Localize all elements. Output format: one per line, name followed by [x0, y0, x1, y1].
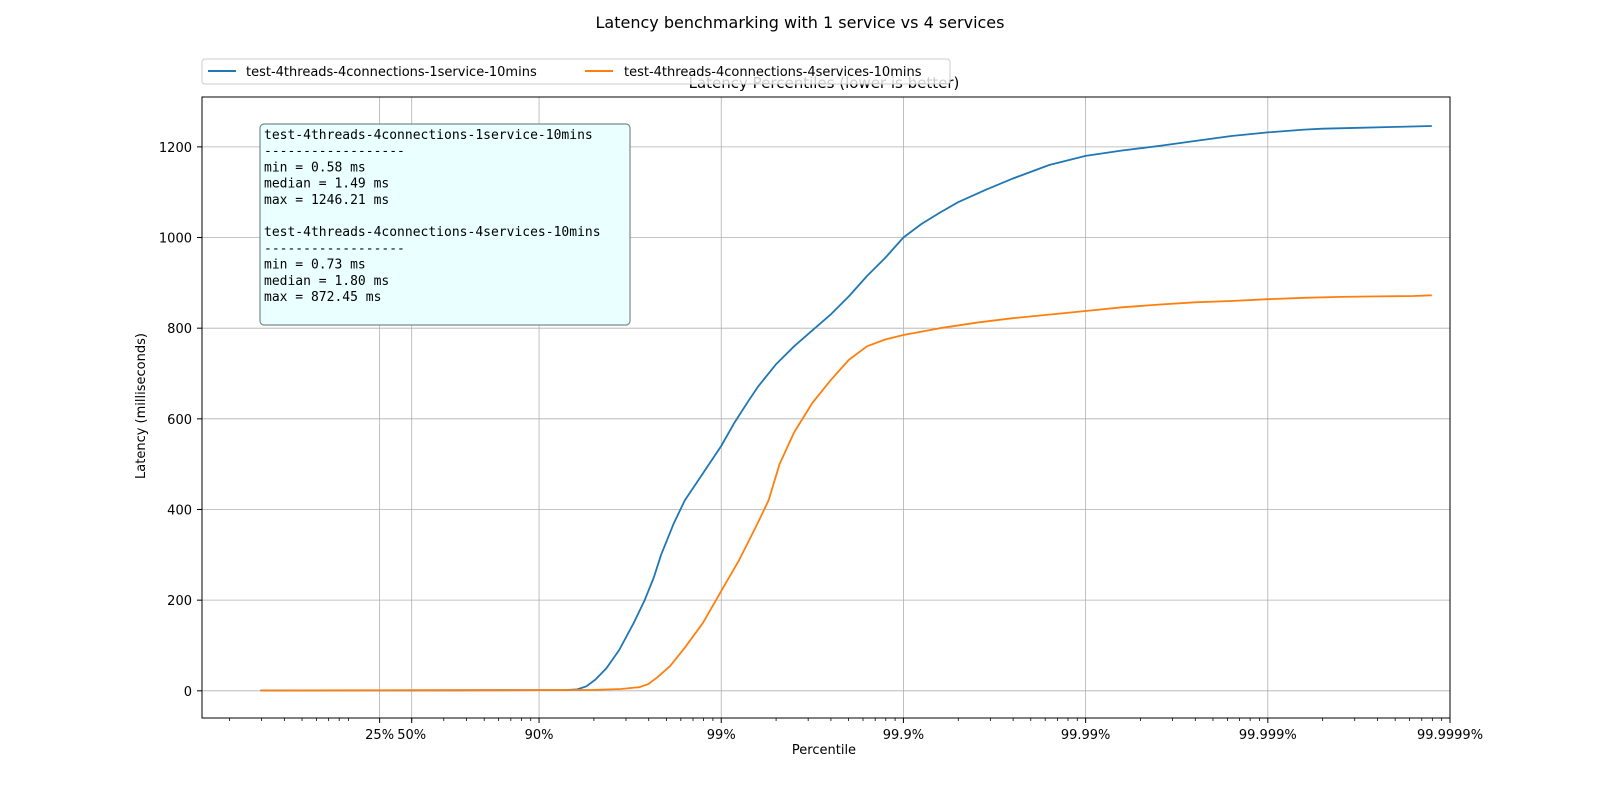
- y-tick-label: 400: [167, 503, 192, 518]
- y-tick-label: 0: [184, 685, 192, 700]
- y-axis-ticks: 0 200 400 600 800 1000 1200: [159, 141, 202, 700]
- x-axis-label: Percentile: [792, 743, 856, 758]
- stats-line: min = 0.73 ms: [264, 258, 366, 273]
- grid: [202, 97, 1451, 718]
- x-axis-ticks: 25% 50% 90% 99% 99.9% 99.99% 99.999% 99.9999%: [229, 718, 1483, 743]
- y-axis-label: Latency (milliseconds): [134, 333, 149, 479]
- x-tick-label: 99.99%: [1061, 728, 1111, 743]
- x-tick-label: 99.9%: [883, 728, 924, 743]
- x-tick-label: 25%: [365, 728, 394, 743]
- stats-line: max = 872.45 ms: [264, 290, 381, 305]
- legend: test-4threads-4connections-1service-10mi…: [201, 58, 951, 85]
- stats-line: min = 0.58 ms: [264, 160, 366, 175]
- stats-box-text: test-4threads-4connections-1service-10mi…: [264, 128, 601, 305]
- stats-line: ------------------: [264, 144, 405, 159]
- stats-line: test-4threads-4connections-4services-10m…: [264, 225, 601, 240]
- plot-frame: [201, 96, 1451, 719]
- stats-line: median = 1.80 ms: [264, 274, 389, 289]
- stats-line: [264, 209, 272, 224]
- y-tick-label: 200: [167, 594, 192, 609]
- y-tick-label: 600: [167, 413, 192, 428]
- series-line-1service: [260, 125, 1432, 692]
- legend-box: [201, 58, 951, 85]
- y-tick-label: 1200: [159, 141, 192, 156]
- legend-label-1service: test-4threads-4connections-1service-10mi…: [246, 65, 537, 80]
- y-tick-label: 800: [167, 322, 192, 337]
- stats-box: test-4threads-4connections-1service-10mi…: [259, 123, 631, 326]
- stats-line: median = 1.49 ms: [264, 177, 389, 192]
- legend-label-4services: test-4threads-4connections-4services-10m…: [624, 65, 922, 80]
- stats-line: test-4threads-4connections-1service-10mi…: [264, 128, 593, 143]
- x-tick-label: 90%: [525, 728, 554, 743]
- figure-suptitle: Latency benchmarking with 1 service vs 4…: [596, 13, 1005, 32]
- y-tick-label: 1000: [159, 232, 192, 247]
- stats-line: ------------------: [264, 241, 405, 256]
- series-lines: [260, 125, 1432, 692]
- x-tick-label: 99.999%: [1239, 728, 1297, 743]
- x-tick-label: 99%: [707, 728, 736, 743]
- x-tick-label: 50%: [397, 728, 426, 743]
- series-line-4services: [260, 294, 1432, 692]
- stats-line: max = 1246.21 ms: [264, 193, 389, 208]
- x-tick-label: 99.9999%: [1417, 728, 1483, 743]
- stats-box-background: [259, 123, 631, 326]
